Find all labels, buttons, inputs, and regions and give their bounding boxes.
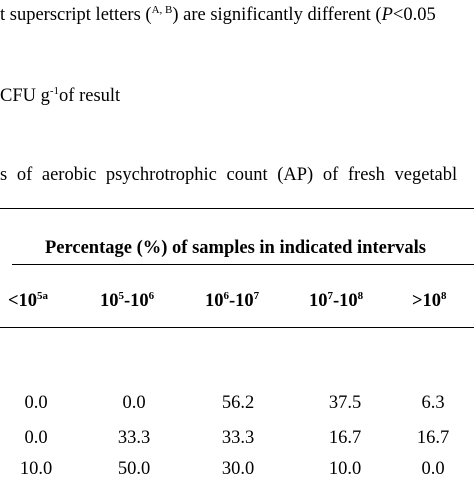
table-cell: 33.3	[221, 428, 255, 448]
unit-sup: -1	[49, 85, 60, 97]
table-cell: 16.7	[328, 428, 362, 448]
footnote-text-2: ) are significantly different (	[172, 5, 382, 25]
table-caption: s of aerobic psychrotrophic count (AP) o…	[0, 164, 457, 186]
table-cell: 16.7	[416, 428, 450, 448]
col-header-2: 105-106	[100, 290, 155, 311]
table-cell: 33.3	[117, 428, 151, 448]
table-caption-text: s of aerobic psychrotrophic count (AP) o…	[0, 165, 458, 185]
header-sub-rule	[12, 264, 474, 265]
header-bottom-rule	[0, 327, 474, 329]
table-cell: 6.3	[421, 393, 445, 413]
table-cell: 30.0	[221, 459, 255, 479]
table-cell: 0.0	[24, 393, 48, 413]
table-cell: 37.5	[328, 393, 362, 413]
table-top-rule	[0, 208, 474, 210]
spanning-header: Percentage (%) of samples in indicated i…	[45, 238, 426, 258]
table-cell: 10.0	[19, 459, 53, 479]
table-cell: 0.0	[122, 393, 146, 413]
table-cell: 50.0	[117, 459, 151, 479]
table-cell: 10.0	[328, 459, 362, 479]
unit-text-2: of result	[59, 86, 121, 106]
col-header-5: >108	[412, 290, 447, 311]
footnote-text-1: t superscript letters (	[0, 5, 152, 25]
col-header-4: 107-108	[309, 290, 364, 311]
unit-note-line: CFU g-1of result	[0, 85, 120, 109]
table-cell: 56.2	[221, 393, 255, 413]
col-header-1: <105a	[8, 290, 49, 311]
table-cell: 0.0	[421, 459, 445, 479]
footnote-sup-1: A, B	[151, 4, 173, 16]
caption-footnote-line: t superscript letters (A, B) are signifi…	[0, 4, 436, 28]
footnote-text-3: <0.05	[392, 5, 436, 25]
table-cell: 0.0	[24, 428, 48, 448]
col-header-3: 106-107	[205, 290, 260, 311]
footnote-p: P	[381, 5, 393, 25]
unit-text: CFU g	[0, 86, 50, 106]
